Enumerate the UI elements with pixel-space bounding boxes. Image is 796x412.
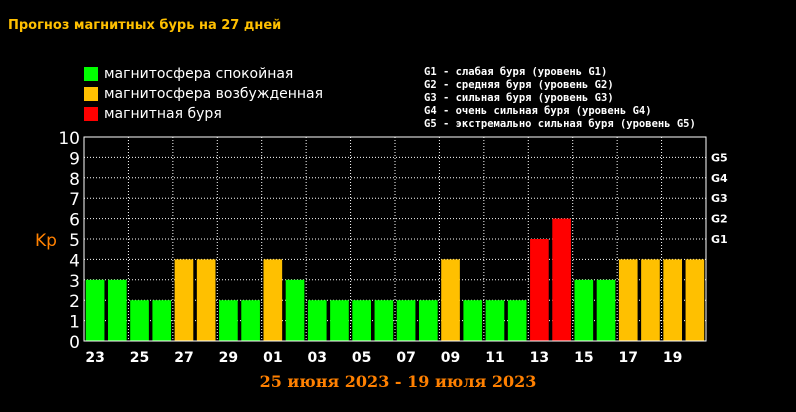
- g-level-label: G4: [711, 172, 728, 185]
- date-range-label: 25 июня 2023 - 19 июля 2023: [259, 372, 537, 391]
- legend-swatch-calm: [84, 67, 98, 81]
- bar: [174, 259, 194, 341]
- x-tick-label: 23: [85, 350, 104, 366]
- g-level-legend: G1 - слабая буря (уровень G1) G2 - средн…: [424, 66, 696, 131]
- y-tick-label: 4: [69, 251, 80, 271]
- g-level-label: G5: [711, 151, 728, 164]
- x-tick-label: 13: [530, 350, 549, 366]
- bar: [107, 279, 127, 341]
- bar: [530, 239, 549, 341]
- bar: [152, 300, 172, 341]
- legend-item-calm: магнитосфера спокойная: [84, 66, 293, 82]
- bar: [285, 279, 305, 341]
- g-legend-g3: G3 - сильная буря (уровень G3): [424, 92, 614, 104]
- bar: [463, 300, 483, 341]
- bar: [374, 300, 394, 341]
- bar: [396, 300, 416, 341]
- bar: [663, 259, 683, 341]
- x-tick-label: 25: [130, 350, 149, 366]
- bar: [241, 300, 260, 341]
- y-axis-label: Kp: [35, 231, 57, 251]
- y-tick-label: 5: [69, 231, 80, 251]
- x-tick-label: 03: [308, 350, 327, 366]
- x-tick-label: 15: [574, 350, 593, 366]
- bar: [574, 279, 594, 341]
- bar: [352, 300, 372, 341]
- bar: [196, 259, 216, 341]
- bar: [552, 218, 571, 341]
- x-tick-label: 07: [396, 350, 415, 366]
- bar: [85, 279, 105, 341]
- g-legend-g2: G2 - средняя буря (уровень G2): [424, 79, 614, 91]
- legend-label-calm: магнитосфера спокойная: [104, 66, 294, 82]
- bar: [507, 300, 527, 341]
- x-tick-label: 27: [174, 350, 193, 366]
- x-tick-label: 29: [219, 350, 238, 366]
- y-tick-label: 2: [69, 292, 80, 312]
- bar: [130, 300, 149, 341]
- g-level-label: G2: [711, 213, 728, 226]
- x-tick-label: 09: [441, 350, 460, 366]
- bar: [307, 300, 327, 341]
- bar: [219, 300, 238, 341]
- legend-swatch-storm: [84, 107, 98, 121]
- chart-title: Прогноз магнитных бурь на 27 дней: [8, 18, 282, 33]
- y-tick-label: 1: [69, 313, 80, 333]
- bar: [685, 259, 705, 341]
- legend-item-storm: магнитная буря: [84, 106, 222, 122]
- plot-frame: [83, 136, 707, 342]
- y-tick-label: 3: [69, 272, 80, 292]
- bar: [441, 259, 460, 341]
- legend-item-excited: магнитосфера возбужденная: [84, 86, 323, 102]
- y-tick-label: 8: [69, 170, 80, 190]
- x-tick-label: 05: [352, 350, 371, 366]
- x-tick-label: 17: [619, 350, 638, 366]
- y-tick-label: 9: [69, 149, 80, 169]
- bar: [418, 300, 438, 341]
- bar: [641, 259, 660, 341]
- legend-swatch-excited: [84, 87, 98, 101]
- legend-label-storm: магнитная буря: [104, 106, 222, 122]
- y-tick-label: 6: [69, 211, 80, 231]
- y-tick-label: 10: [58, 129, 80, 149]
- x-tick-label: 01: [263, 350, 282, 366]
- g-level-label: G1: [711, 233, 728, 246]
- y-tick-label: 7: [69, 190, 80, 210]
- bar: [618, 259, 638, 341]
- bar: [263, 259, 283, 341]
- g-legend-g4: G4 - очень сильная буря (уровень G4): [424, 105, 652, 117]
- g-legend-g1: G1 - слабая буря (уровень G1): [424, 66, 608, 78]
- y-tick-label: 0: [69, 333, 80, 353]
- bar: [485, 300, 505, 341]
- bar: [596, 279, 616, 341]
- x-tick-label: 11: [485, 350, 504, 366]
- x-tick-label: 19: [663, 350, 682, 366]
- g-legend-g5: G5 - экстремально сильная буря (уровень …: [424, 118, 696, 130]
- legend-label-excited: магнитосфера возбужденная: [104, 86, 324, 102]
- bar: [330, 300, 349, 341]
- g-level-label: G3: [711, 192, 728, 205]
